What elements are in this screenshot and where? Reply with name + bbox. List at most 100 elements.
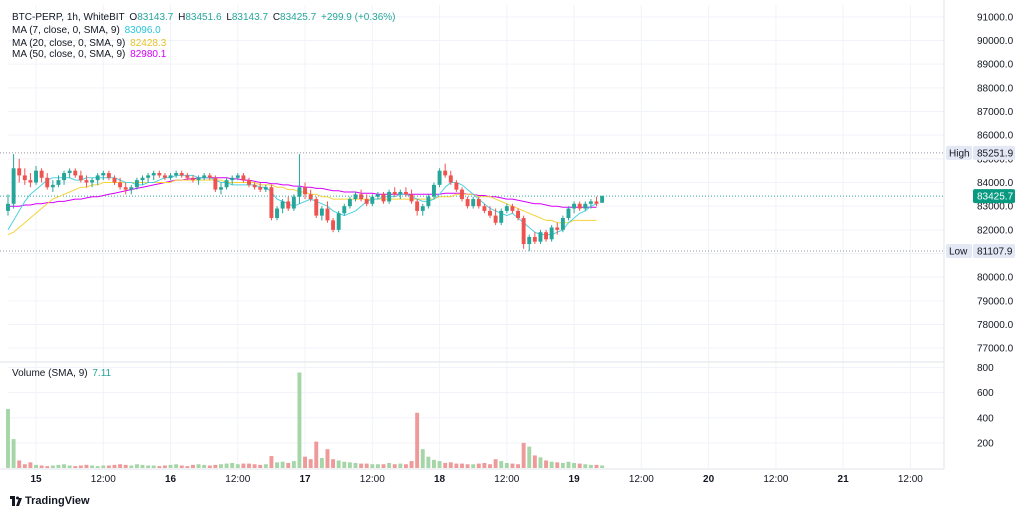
volume-bar <box>426 456 431 468</box>
candle-body <box>196 177 201 181</box>
volume-bar <box>375 464 380 468</box>
candle-body <box>510 206 515 211</box>
volume-bar <box>17 460 22 468</box>
candle-body <box>308 194 313 200</box>
volume-bar <box>151 465 156 468</box>
volume-bar <box>263 464 268 468</box>
time-tick-label: 17 <box>299 474 311 485</box>
volume-bar <box>62 464 67 468</box>
candle-body <box>448 175 453 183</box>
candle-body <box>532 236 537 242</box>
price-tick-label: 77000.0 <box>977 344 1014 355</box>
change-value: +299.9 (+0.36%) <box>320 12 396 23</box>
volume-bar <box>207 465 212 468</box>
time-tick-label: 21 <box>838 474 850 485</box>
candle-body <box>50 184 55 188</box>
candle-body <box>398 191 403 195</box>
candle-body <box>314 199 319 216</box>
volume-bar <box>392 464 397 468</box>
candle-body <box>146 175 151 178</box>
candle-body <box>185 175 190 178</box>
candle-body <box>527 236 532 245</box>
candle-body <box>336 213 341 230</box>
candle-body <box>437 170 442 185</box>
high-value: 83451.6 <box>185 12 222 23</box>
price-tick-label: 82000.0 <box>977 225 1014 236</box>
price-tick-label: 87000.0 <box>977 107 1014 118</box>
candle-body <box>577 203 582 209</box>
candle-body <box>78 175 83 181</box>
candle-body <box>213 177 218 190</box>
candle-body <box>34 170 38 183</box>
candle-body <box>454 182 459 190</box>
candle-body <box>387 191 392 202</box>
volume-tick-label: 800 <box>977 363 994 374</box>
candle-body <box>476 199 481 207</box>
candle-body <box>353 194 358 200</box>
candle-body <box>555 227 560 230</box>
candle-body <box>493 215 498 223</box>
candle-body <box>112 177 117 183</box>
volume-bar <box>235 464 240 468</box>
volume-bar <box>157 466 162 468</box>
candle-body <box>370 196 375 204</box>
candle-body <box>230 177 235 181</box>
ma50-legend[interactable]: MA (50, close, 0, SMA, 9) 82980.1 <box>12 49 168 60</box>
price-tick-label: 83000.0 <box>977 202 1014 213</box>
volume-bar <box>555 462 560 468</box>
last-price-tag-value: 83425.7 <box>977 192 1014 203</box>
tradingview-logo-text: TradingView <box>25 495 90 507</box>
volume-bar <box>230 462 235 468</box>
volume-bar <box>572 462 577 468</box>
candle-body <box>319 208 324 216</box>
volume-tick-label: 600 <box>977 388 994 399</box>
volume-bar <box>162 465 167 468</box>
candle-body <box>22 175 27 181</box>
candle-body <box>73 170 78 176</box>
tradingview-logo[interactable]: TradingView <box>10 495 90 507</box>
volume-bar <box>275 462 279 468</box>
volume-bar <box>50 465 55 468</box>
volume-bar <box>465 464 470 468</box>
candle-body <box>426 196 431 207</box>
price-tick-label: 88000.0 <box>977 83 1014 94</box>
candle-body <box>347 199 352 207</box>
candle-body <box>247 180 251 185</box>
volume-bar <box>488 464 492 468</box>
price-tick-label: 80000.0 <box>977 273 1014 284</box>
volume-legend[interactable]: Volume (SMA, 9) 7.11 <box>12 368 113 379</box>
candle-body <box>39 170 44 178</box>
candle-body <box>174 173 179 176</box>
volume-bar <box>370 464 375 468</box>
close-label: C <box>272 12 281 23</box>
volume-bar <box>168 464 173 468</box>
low-tag-label: Low <box>949 246 968 257</box>
candle-body <box>364 199 369 204</box>
candle-body <box>286 201 291 209</box>
candle-body <box>95 175 100 181</box>
candle-body <box>28 180 33 183</box>
volume-bar <box>381 464 386 468</box>
open-value: 83143.7 <box>137 12 174 23</box>
volume-bar <box>482 462 487 468</box>
volume-bar <box>34 464 38 468</box>
close-value: 83425.7 <box>280 12 317 23</box>
volume-tick-label: 400 <box>977 413 994 424</box>
price-tick-label: 79000.0 <box>977 296 1014 307</box>
volume-bar <box>560 462 565 468</box>
price-tick-label: 91000.0 <box>977 12 1014 23</box>
candle-body <box>62 173 67 181</box>
time-tick-label: 12:00 <box>763 474 788 485</box>
ma7-legend[interactable]: MA (7, close, 0, SMA, 9) 83096.0 <box>12 25 163 36</box>
candle-body <box>140 177 145 181</box>
volume-bar <box>190 464 195 468</box>
volume-bar <box>269 456 274 468</box>
volume-bar <box>241 463 246 468</box>
candle-body <box>224 180 229 188</box>
price-tick-label: 86000.0 <box>977 131 1014 142</box>
volume-bar <box>185 466 190 468</box>
symbol-label[interactable]: BTC-PERP, 1h, WhiteBIT <box>12 12 125 23</box>
volume-bar <box>224 463 229 468</box>
ma20-legend[interactable]: MA (20, close, 0, SMA, 9) 82428.3 <box>12 38 168 49</box>
